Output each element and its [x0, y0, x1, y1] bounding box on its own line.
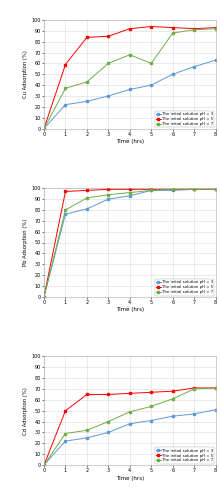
The initial solution pH = 3 — [107, 430, 110, 436]
The initial solution pH = 3 — [107, 93, 110, 99]
The initial solution pH = 3 — [86, 435, 88, 441]
The initial solution pH = 3 — [150, 418, 153, 424]
The initial solution pH = 3 — [171, 413, 174, 419]
X-axis label: Time (hrs): Time (hrs) — [116, 139, 144, 144]
The initial solution pH = 3 — [171, 188, 174, 194]
The initial solution pH = 5 — [150, 24, 153, 30]
The initial solution pH = 7 — [64, 86, 67, 91]
The initial solution pH = 5 — [214, 385, 217, 391]
The initial solution pH = 5 — [86, 34, 88, 40]
The initial solution pH = 5 — [43, 126, 45, 132]
The initial solution pH = 7 — [193, 27, 196, 33]
The initial solution pH = 7 — [107, 418, 110, 424]
The initial solution pH = 7 — [171, 396, 174, 402]
The initial solution pH = 3 — [64, 438, 67, 444]
X-axis label: Time (hrs): Time (hrs) — [116, 308, 144, 312]
The initial solution pH = 3 — [214, 57, 217, 63]
The initial solution pH = 5 — [128, 26, 131, 32]
The initial solution pH = 5 — [107, 186, 110, 192]
The initial solution pH = 7 — [64, 207, 67, 213]
Line: The initial solution pH = 7: The initial solution pH = 7 — [43, 386, 217, 466]
The initial solution pH = 7 — [64, 430, 67, 436]
The initial solution pH = 5 — [150, 186, 153, 192]
The initial solution pH = 7 — [43, 126, 45, 132]
The initial solution pH = 7 — [150, 188, 153, 194]
Line: The initial solution pH = 5: The initial solution pH = 5 — [43, 25, 217, 130]
The initial solution pH = 3 — [128, 86, 131, 92]
The initial solution pH = 5 — [107, 392, 110, 398]
The initial solution pH = 3 — [150, 82, 153, 88]
The initial solution pH = 7 — [193, 386, 196, 392]
The initial solution pH = 5 — [86, 392, 88, 398]
Y-axis label: Cd Adsorption (%): Cd Adsorption (%) — [23, 387, 28, 434]
The initial solution pH = 3 — [64, 212, 67, 218]
Line: The initial solution pH = 7: The initial solution pH = 7 — [43, 188, 217, 298]
Line: The initial solution pH = 7: The initial solution pH = 7 — [43, 28, 217, 130]
Line: The initial solution pH = 5: The initial solution pH = 5 — [43, 386, 217, 466]
The initial solution pH = 3 — [43, 462, 45, 468]
The initial solution pH = 3 — [86, 206, 88, 212]
Legend: The initial solution pH = 3, The initial solution pH = 5, The initial solution p: The initial solution pH = 3, The initial… — [155, 110, 214, 128]
The initial solution pH = 7 — [107, 60, 110, 66]
The initial solution pH = 7 — [150, 404, 153, 409]
The initial solution pH = 5 — [171, 24, 174, 30]
The initial solution pH = 5 — [171, 186, 174, 192]
The initial solution pH = 5 — [214, 24, 217, 30]
The initial solution pH = 5 — [128, 390, 131, 396]
The initial solution pH = 3 — [193, 411, 196, 417]
The initial solution pH = 5 — [43, 462, 45, 468]
The initial solution pH = 3 — [150, 188, 153, 194]
The initial solution pH = 7 — [214, 385, 217, 391]
The initial solution pH = 7 — [214, 186, 217, 192]
The initial solution pH = 3 — [193, 186, 196, 192]
The initial solution pH = 7 — [128, 409, 131, 415]
The initial solution pH = 3 — [43, 294, 45, 300]
The initial solution pH = 3 — [214, 406, 217, 412]
Legend: The initial solution pH = 3, The initial solution pH = 5, The initial solution p: The initial solution pH = 3, The initial… — [155, 447, 214, 464]
The initial solution pH = 3 — [171, 72, 174, 78]
The initial solution pH = 5 — [193, 385, 196, 391]
The initial solution pH = 7 — [86, 195, 88, 201]
The initial solution pH = 3 — [128, 193, 131, 199]
The initial solution pH = 7 — [214, 26, 217, 32]
The initial solution pH = 3 — [193, 64, 196, 70]
Y-axis label: Pb Adsorption (%): Pb Adsorption (%) — [23, 219, 28, 266]
The initial solution pH = 7 — [43, 462, 45, 468]
Line: The initial solution pH = 3: The initial solution pH = 3 — [43, 59, 217, 130]
The initial solution pH = 5 — [193, 186, 196, 192]
The initial solution pH = 5 — [86, 188, 88, 194]
The initial solution pH = 7 — [128, 52, 131, 58]
The initial solution pH = 3 — [64, 102, 67, 107]
The initial solution pH = 7 — [171, 186, 174, 192]
The initial solution pH = 5 — [64, 62, 67, 68]
Line: The initial solution pH = 3: The initial solution pH = 3 — [43, 408, 217, 467]
The initial solution pH = 7 — [43, 294, 45, 300]
The initial solution pH = 3 — [107, 196, 110, 202]
Legend: The initial solution pH = 3, The initial solution pH = 5, The initial solution p: The initial solution pH = 3, The initial… — [155, 279, 214, 295]
The initial solution pH = 5 — [64, 408, 67, 414]
The initial solution pH = 7 — [171, 30, 174, 36]
The initial solution pH = 3 — [43, 126, 45, 132]
The initial solution pH = 5 — [214, 186, 217, 192]
The initial solution pH = 7 — [193, 186, 196, 192]
The initial solution pH = 5 — [193, 26, 196, 32]
The initial solution pH = 5 — [150, 390, 153, 396]
The initial solution pH = 5 — [128, 186, 131, 192]
Line: The initial solution pH = 3: The initial solution pH = 3 — [43, 188, 217, 298]
The initial solution pH = 3 — [214, 186, 217, 192]
Line: The initial solution pH = 5: The initial solution pH = 5 — [43, 188, 217, 298]
The initial solution pH = 7 — [86, 79, 88, 85]
The initial solution pH = 5 — [64, 188, 67, 194]
The initial solution pH = 5 — [171, 388, 174, 394]
The initial solution pH = 3 — [86, 98, 88, 104]
The initial solution pH = 7 — [86, 428, 88, 434]
X-axis label: Time (hrs): Time (hrs) — [116, 476, 144, 480]
The initial solution pH = 7 — [150, 60, 153, 66]
The initial solution pH = 7 — [107, 192, 110, 198]
Y-axis label: Cu Adsorption (%): Cu Adsorption (%) — [23, 50, 28, 98]
The initial solution pH = 5 — [107, 34, 110, 40]
The initial solution pH = 7 — [128, 190, 131, 196]
The initial solution pH = 5 — [43, 294, 45, 300]
The initial solution pH = 3 — [128, 421, 131, 427]
